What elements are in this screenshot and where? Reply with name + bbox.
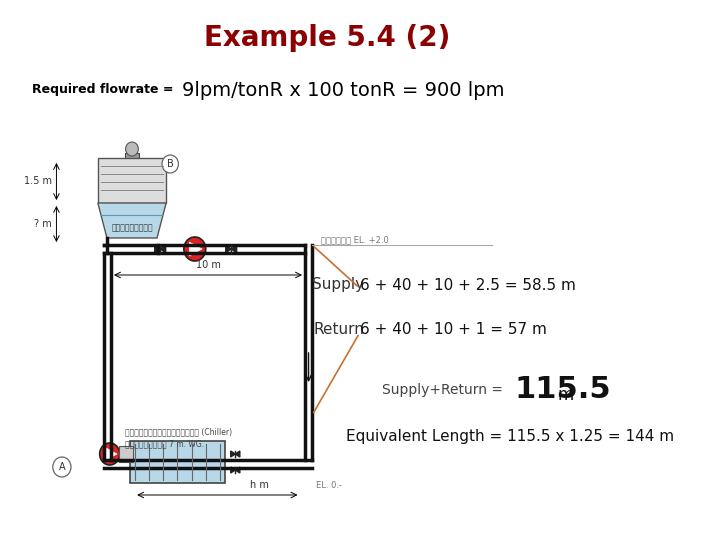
Text: m: m	[558, 386, 575, 404]
Text: Supply+Return =: Supply+Return =	[382, 383, 508, 397]
Text: หอผึ่งน้ำ: หอผึ่งน้ำ	[111, 224, 153, 233]
Text: A: A	[58, 462, 66, 472]
Text: ความดันตก 7 m. WG.: ความดันตก 7 m. WG.	[125, 440, 204, 449]
Text: 115.5: 115.5	[514, 375, 611, 404]
Text: 6 + 40 + 10 + 1 = 57 m: 6 + 40 + 10 + 1 = 57 m	[359, 322, 546, 338]
Text: Supply: Supply	[312, 278, 364, 293]
FancyBboxPatch shape	[125, 153, 139, 163]
Text: Required flowrate =: Required flowrate =	[32, 84, 178, 97]
Polygon shape	[230, 451, 235, 457]
Circle shape	[162, 155, 179, 173]
Circle shape	[184, 237, 206, 261]
Text: 6 + 40 + 10 + 2.5 = 58.5 m: 6 + 40 + 10 + 2.5 = 58.5 m	[359, 278, 575, 293]
Polygon shape	[104, 447, 117, 461]
Text: 9lpm/tonR x 100 tonR = 900 lpm: 9lpm/tonR x 100 tonR = 900 lpm	[182, 80, 505, 99]
Text: เครื่องทำน้ำเย็น (Chiller): เครื่องทำน้ำเย็น (Chiller)	[125, 428, 233, 436]
Text: Return: Return	[313, 322, 364, 338]
Text: Equivalent Length = 115.5 x 1.25 = 144 m: Equivalent Length = 115.5 x 1.25 = 144 m	[346, 429, 674, 443]
Circle shape	[99, 443, 120, 465]
Text: สายท่อ EL. +2.0: สายท่อ EL. +2.0	[321, 235, 389, 245]
Polygon shape	[231, 245, 237, 253]
FancyBboxPatch shape	[98, 158, 166, 203]
FancyBboxPatch shape	[119, 446, 133, 462]
Polygon shape	[155, 245, 161, 253]
Text: ? m: ? m	[34, 219, 52, 229]
Polygon shape	[98, 203, 166, 238]
Polygon shape	[226, 245, 231, 253]
Text: 10 m: 10 m	[196, 260, 220, 270]
Circle shape	[53, 457, 71, 477]
Polygon shape	[161, 245, 166, 253]
FancyBboxPatch shape	[130, 441, 225, 483]
Polygon shape	[189, 242, 202, 256]
Polygon shape	[235, 467, 240, 473]
Polygon shape	[235, 451, 240, 457]
Polygon shape	[230, 467, 235, 473]
Text: h m: h m	[250, 480, 269, 490]
Text: Example 5.4 (2): Example 5.4 (2)	[204, 24, 451, 52]
Text: B: B	[167, 159, 174, 169]
Text: 1.5 m: 1.5 m	[24, 177, 52, 186]
Text: EL. 0.-: EL. 0.-	[316, 481, 342, 489]
Circle shape	[125, 142, 138, 156]
